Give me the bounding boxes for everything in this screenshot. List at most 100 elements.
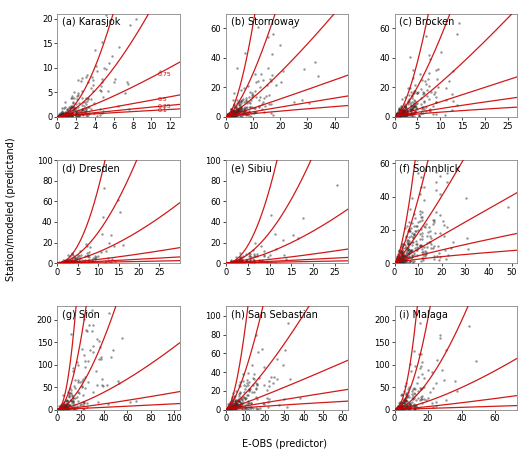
Point	[54, 405, 63, 413]
Point	[392, 259, 400, 266]
Point	[405, 384, 413, 391]
Point	[58, 104, 66, 111]
Point	[395, 111, 403, 118]
Point	[228, 399, 236, 407]
Point	[400, 403, 408, 410]
Point	[70, 405, 78, 413]
Point	[393, 253, 401, 260]
Point	[227, 403, 235, 410]
Point	[390, 259, 399, 267]
Point	[230, 405, 239, 412]
Point	[407, 248, 416, 255]
Point	[391, 113, 399, 120]
Point	[245, 253, 254, 260]
Point	[132, 397, 140, 404]
Point	[54, 113, 62, 120]
Point	[245, 98, 253, 106]
Point	[222, 406, 230, 413]
Point	[250, 109, 258, 116]
Point	[71, 394, 79, 401]
Point	[229, 400, 238, 407]
Point	[223, 112, 231, 120]
Point	[393, 254, 401, 262]
Point	[56, 403, 65, 410]
Point	[64, 389, 72, 396]
Point	[222, 113, 231, 120]
Point	[243, 401, 251, 408]
Point	[224, 259, 232, 267]
Point	[396, 256, 404, 263]
Point	[98, 382, 106, 389]
Point	[435, 253, 444, 261]
Point	[400, 94, 409, 101]
Point	[57, 113, 66, 120]
Point	[235, 258, 244, 265]
Point	[404, 110, 412, 117]
Point	[70, 258, 79, 265]
Point	[231, 398, 240, 405]
Point	[394, 405, 402, 413]
Point	[76, 248, 85, 255]
Point	[223, 113, 231, 120]
Point	[237, 399, 245, 407]
Point	[87, 84, 95, 91]
Point	[69, 103, 78, 110]
Point	[396, 243, 405, 250]
Point	[236, 103, 244, 111]
Point	[399, 398, 407, 405]
Point	[249, 255, 257, 263]
Point	[394, 251, 402, 258]
Point	[241, 259, 250, 266]
Point	[409, 109, 417, 116]
Point	[224, 406, 233, 413]
Point	[390, 259, 399, 267]
Point	[224, 113, 233, 120]
Point	[430, 252, 438, 259]
Point	[109, 346, 117, 354]
Point	[54, 405, 62, 413]
Point	[62, 400, 70, 408]
Point	[55, 405, 64, 412]
Point	[408, 104, 416, 111]
Point	[452, 146, 460, 153]
Point	[114, 377, 122, 384]
Point	[57, 259, 66, 267]
Point	[233, 106, 241, 113]
Point	[231, 404, 240, 412]
Point	[125, 398, 134, 405]
Point	[391, 406, 399, 413]
Point	[55, 111, 63, 118]
Point	[54, 405, 63, 412]
Point	[60, 258, 68, 265]
Point	[61, 259, 69, 266]
Point	[238, 257, 246, 264]
Text: 0.1: 0.1	[158, 108, 168, 113]
Point	[408, 105, 417, 112]
Point	[232, 254, 240, 261]
Point	[396, 256, 404, 263]
Point	[66, 396, 75, 404]
Point	[391, 406, 399, 413]
Point	[394, 112, 402, 120]
Point	[408, 91, 417, 99]
Point	[393, 406, 401, 413]
Point	[236, 402, 244, 410]
Point	[391, 258, 399, 266]
Point	[61, 258, 69, 266]
Point	[62, 403, 70, 410]
Point	[417, 395, 425, 402]
Point	[124, 81, 132, 88]
Point	[392, 111, 400, 119]
Point	[53, 406, 62, 413]
Point	[233, 109, 242, 116]
Point	[246, 256, 254, 263]
Point	[392, 258, 400, 266]
Point	[403, 111, 411, 118]
Point	[395, 402, 403, 410]
Point	[393, 258, 401, 265]
Point	[224, 259, 232, 267]
Point	[408, 394, 416, 402]
Point	[72, 109, 80, 116]
Point	[61, 259, 69, 266]
Point	[61, 113, 69, 120]
